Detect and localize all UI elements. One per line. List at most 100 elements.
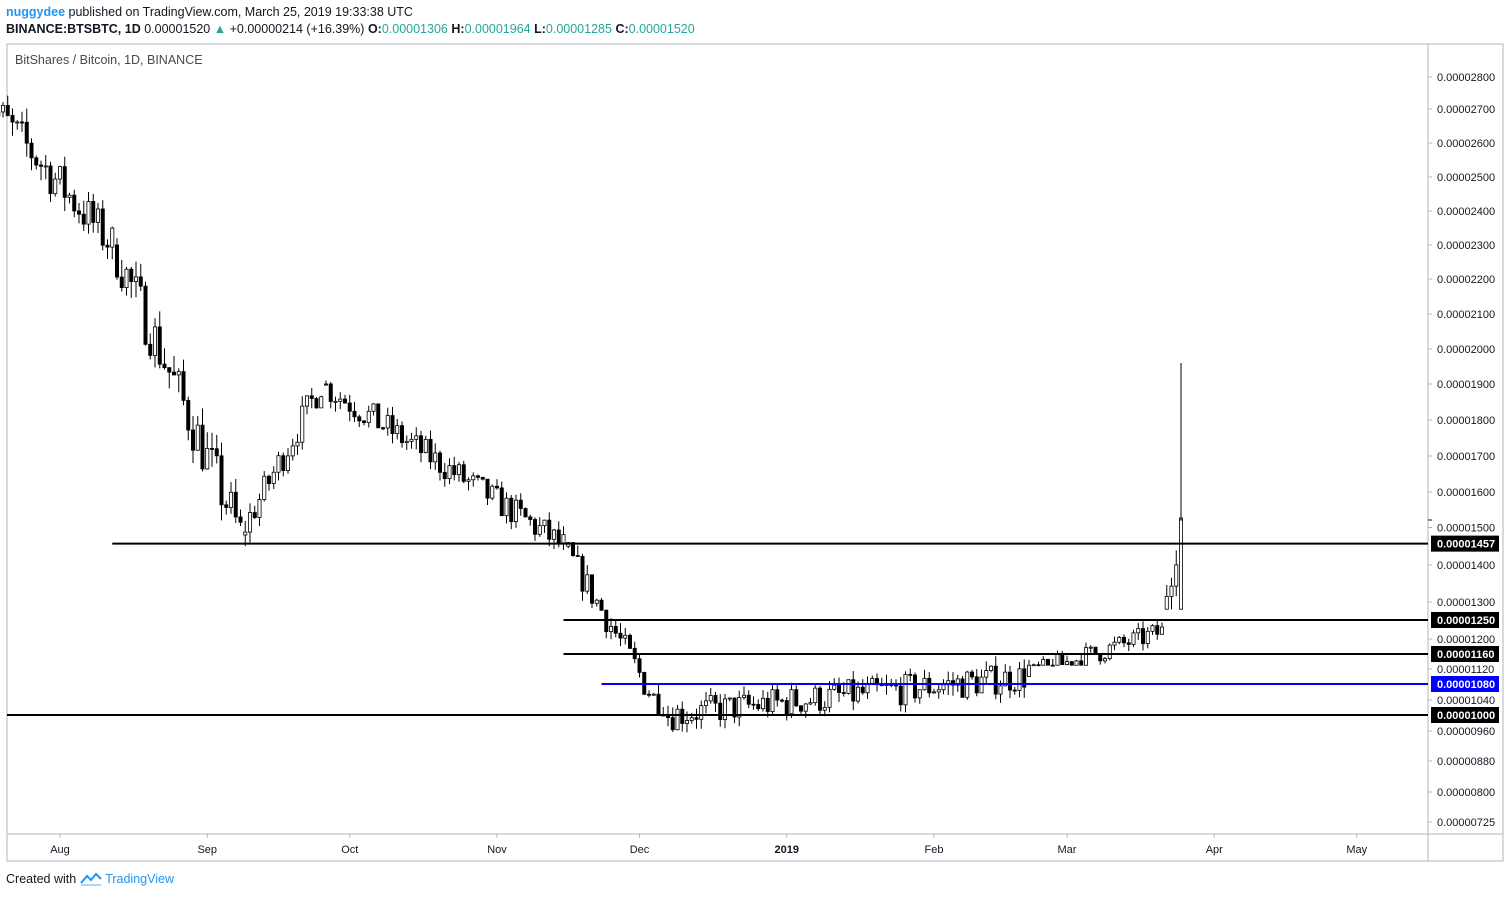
candle: [224, 500, 229, 515]
candle: [965, 670, 970, 700]
candle: [485, 478, 490, 505]
candle: [19, 111, 24, 132]
level-price-tag: [1431, 535, 1499, 552]
chart-title: BitShares / Bitcoin, 1D, BINANCE: [15, 53, 203, 67]
candle: [514, 494, 519, 528]
candle: [404, 435, 409, 450]
up-triangle-icon: ▲: [213, 22, 227, 36]
candle: [91, 193, 96, 233]
candle: [385, 407, 390, 436]
candle: [913, 672, 918, 703]
candle: [281, 452, 286, 477]
candle: [637, 654, 642, 678]
candle: [376, 403, 381, 429]
candle: [418, 430, 423, 463]
level-price-label: 0.00001457: [1437, 539, 1495, 551]
candle: [1150, 624, 1155, 635]
candle: [509, 494, 514, 530]
candle: [917, 689, 922, 704]
candle: [209, 432, 214, 467]
candle: [737, 690, 742, 727]
candle: [115, 238, 120, 280]
candle: [466, 477, 471, 491]
candle: [1079, 654, 1084, 666]
candle: [822, 701, 827, 717]
candle: [119, 259, 124, 292]
created-with-text: Created with: [6, 872, 77, 886]
candle: [784, 696, 789, 721]
candle: [1179, 363, 1184, 610]
candle: [399, 421, 404, 448]
time-axis[interactable]: Aug Sep Oct Nov Dec 2019 Feb Mar Apr May: [50, 834, 1368, 856]
candle: [865, 676, 870, 700]
x-tick-label: Sep: [197, 844, 217, 856]
candle: [708, 688, 713, 704]
candle: [1017, 661, 1022, 698]
candle: [333, 396, 338, 412]
y-tick-label: 0.00000800: [1437, 787, 1495, 799]
y-tick-label: 0.00002300: [1437, 240, 1495, 252]
candle: [499, 481, 504, 517]
candle: [319, 395, 324, 409]
candle: [1107, 643, 1112, 661]
candle: [789, 682, 794, 718]
candle: [414, 427, 419, 450]
candle: [623, 627, 628, 645]
candle: [129, 266, 134, 298]
candle: [295, 433, 300, 455]
candle: [1136, 623, 1141, 640]
candle: [186, 396, 191, 441]
candle: [727, 697, 732, 702]
candle: [338, 392, 343, 410]
candle: [361, 420, 366, 426]
candle: [704, 692, 709, 714]
candle: [647, 690, 652, 698]
candle: [856, 681, 861, 704]
candle: [428, 430, 433, 470]
candle: [395, 418, 400, 440]
candle: [1141, 621, 1146, 651]
candle: [176, 368, 181, 393]
candle: [1003, 664, 1008, 687]
candle: [77, 203, 82, 224]
level-price-tag: [1431, 612, 1499, 628]
candle: [471, 472, 476, 487]
candle: [304, 395, 309, 415]
candle: [670, 707, 675, 732]
candle: [39, 160, 44, 181]
horizontal-levels[interactable]: 0.00001457 0.00001250 0.00001160 0.00001080…: [7, 519, 1499, 723]
candle: [219, 442, 224, 521]
candle: [62, 156, 67, 212]
candle: [504, 492, 509, 524]
candle: [162, 348, 167, 370]
candle: [742, 686, 747, 700]
published-text: published on TradingView.com, March 25, …: [68, 5, 413, 19]
candle: [233, 478, 238, 524]
candle: [723, 693, 728, 729]
candle: [756, 699, 761, 712]
tradingview-link[interactable]: TradingView: [80, 872, 174, 886]
candle: [813, 685, 818, 706]
candle: [523, 507, 528, 518]
author-link[interactable]: nuggydee: [6, 5, 66, 19]
x-tick-label: Apr: [1206, 844, 1223, 856]
candle: [494, 479, 499, 490]
candle: [537, 517, 542, 537]
candle: [5, 95, 10, 117]
candle: [328, 381, 333, 409]
x-tick-label: Mar: [1058, 844, 1077, 856]
candle: [770, 683, 775, 715]
candle: [628, 633, 633, 650]
candle: [342, 394, 347, 404]
candle: [580, 553, 585, 601]
y-tick-label: 0.00002000: [1437, 344, 1495, 356]
candle: [1088, 645, 1093, 653]
candle: [1008, 665, 1013, 699]
candle: [447, 458, 452, 485]
level-price-tag: [1431, 676, 1499, 692]
candle: [461, 460, 466, 484]
candle: [58, 165, 63, 185]
price-axis[interactable]: 0.00002800 0.00002700 0.00002600 0.00002500…: [1428, 72, 1495, 829]
y-tick-label: 0.00002800: [1437, 72, 1495, 84]
